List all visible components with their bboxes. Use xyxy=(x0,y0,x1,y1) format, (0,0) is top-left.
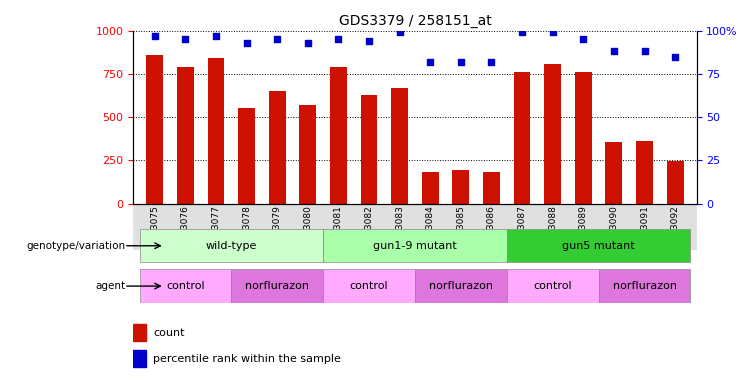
Point xyxy=(577,36,589,42)
Point xyxy=(547,30,559,36)
Text: genotype/variation: genotype/variation xyxy=(27,241,126,251)
Text: control: control xyxy=(166,281,205,291)
Text: agent: agent xyxy=(96,281,126,291)
Point xyxy=(210,33,222,39)
Bar xyxy=(599,270,691,303)
Bar xyxy=(139,229,323,262)
Bar xyxy=(238,109,255,204)
Bar xyxy=(507,229,691,262)
Point xyxy=(149,33,161,39)
Bar xyxy=(177,67,194,204)
Text: norflurazon: norflurazon xyxy=(613,281,677,291)
Point xyxy=(333,36,345,42)
Bar xyxy=(323,229,507,262)
Point xyxy=(485,59,497,65)
Bar xyxy=(361,95,377,204)
Text: percentile rank within the sample: percentile rank within the sample xyxy=(153,354,341,364)
Point xyxy=(241,40,253,46)
Point xyxy=(271,36,283,42)
Text: count: count xyxy=(153,328,185,338)
Text: wild-type: wild-type xyxy=(206,241,257,251)
Text: control: control xyxy=(350,281,388,291)
Point xyxy=(363,38,375,44)
Bar xyxy=(269,91,285,204)
Point xyxy=(669,53,681,60)
Point xyxy=(302,40,313,46)
Point xyxy=(393,30,405,36)
Bar xyxy=(323,270,415,303)
Point xyxy=(455,59,467,65)
Bar xyxy=(133,324,146,341)
Bar xyxy=(514,72,531,204)
Bar xyxy=(133,350,146,367)
Bar xyxy=(207,58,225,204)
Bar xyxy=(391,88,408,204)
Point xyxy=(639,48,651,55)
Text: norflurazon: norflurazon xyxy=(245,281,309,291)
Bar xyxy=(453,170,469,204)
Bar xyxy=(636,141,653,204)
Bar xyxy=(545,64,561,204)
Bar xyxy=(483,172,500,204)
Text: gun5 mutant: gun5 mutant xyxy=(562,241,635,251)
Point xyxy=(608,48,619,55)
Bar xyxy=(667,161,683,204)
Point xyxy=(516,30,528,36)
Bar xyxy=(299,105,316,204)
Bar xyxy=(231,270,323,303)
Bar xyxy=(139,270,231,303)
Bar xyxy=(147,55,163,204)
Bar xyxy=(422,172,439,204)
Bar xyxy=(507,270,599,303)
Bar xyxy=(330,67,347,204)
Point xyxy=(179,36,191,42)
Bar xyxy=(415,270,507,303)
Text: control: control xyxy=(534,281,572,291)
Bar xyxy=(605,142,622,204)
Title: GDS3379 / 258151_at: GDS3379 / 258151_at xyxy=(339,14,491,28)
Text: gun1-9 mutant: gun1-9 mutant xyxy=(373,241,457,251)
Text: norflurazon: norflurazon xyxy=(429,281,493,291)
Point xyxy=(425,59,436,65)
Bar xyxy=(575,72,592,204)
